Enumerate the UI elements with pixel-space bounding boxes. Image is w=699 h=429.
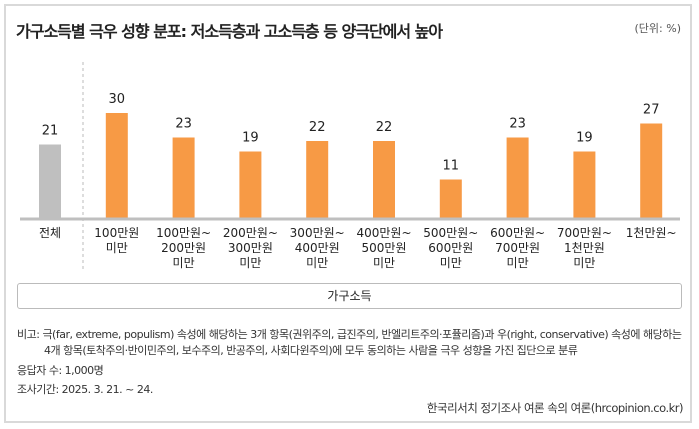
bar — [506, 137, 529, 218]
tick-label: 100만원 — [94, 226, 139, 240]
x-axis-label: 가구소득 — [17, 283, 682, 309]
chart-title: 가구소득별 극우 성향 분포: 저소득층과 고소득층 등 양극단에서 높아 — [16, 22, 443, 41]
survey-period: 조사기간: 2025. 3. 21. ~ 24. — [17, 383, 153, 396]
tick-label: 500만원~ — [423, 226, 478, 240]
bar — [306, 141, 329, 218]
bar-chart: 21전체30100만원미만23100만원~200만원미만19200만원~300만… — [20, 62, 680, 270]
remark-line-1: 비고: 극(far, extreme, populism) 속성에 해당하는 3… — [17, 328, 682, 341]
data-label: 22 — [309, 120, 326, 135]
tick-label: 미만 — [239, 256, 261, 270]
frame — [4, 4, 692, 423]
bar — [105, 113, 128, 218]
bar — [640, 123, 663, 218]
data-label: 11 — [443, 159, 460, 174]
tick-label: 700만원 — [495, 241, 540, 255]
tick-label: 미만 — [106, 241, 128, 255]
data-label: 23 — [509, 117, 526, 132]
unit-label: (단위: %) — [634, 22, 681, 35]
tick-label: 200만원 — [161, 241, 206, 255]
bar — [39, 144, 61, 218]
tick-label: 700만원~ — [557, 226, 612, 240]
tick-label: 미만 — [173, 256, 195, 270]
tick-label: 500만원 — [362, 241, 407, 255]
bar — [239, 151, 262, 218]
tick-label: 미만 — [507, 256, 529, 270]
tick-label: 미만 — [373, 256, 395, 270]
tick-label: 300만원 — [228, 241, 273, 255]
tick-label: 미만 — [306, 256, 328, 270]
tick-label: 200만원~ — [223, 226, 278, 240]
tick-label: 미만 — [573, 256, 595, 270]
bar — [373, 141, 395, 218]
tick-label: 1천만원 — [564, 240, 605, 255]
data-label: 19 — [242, 131, 259, 146]
data-label: 21 — [42, 124, 59, 139]
tick-label: 400만원~ — [356, 226, 411, 240]
bar — [439, 179, 462, 218]
bar — [573, 151, 596, 218]
tick-label: 1천만원~ — [626, 225, 677, 240]
tick-label: 100만원~ — [156, 226, 211, 240]
tick-label: 400만원 — [295, 241, 340, 255]
tick-label: 전체 — [39, 226, 61, 240]
tick-label: 600만원 — [428, 241, 473, 255]
tick-label: 300만원~ — [290, 226, 345, 240]
source: 한국리서치 정기조사 여론 속의 여론(hrcopinion.co.kr) — [426, 401, 684, 415]
respondents: 응답자 수: 1,000명 — [17, 364, 104, 377]
bar — [172, 137, 195, 218]
data-label: 23 — [175, 117, 192, 132]
tick-label: 미만 — [440, 256, 462, 270]
remark-line-2: 4개 항목(토착주의·반이민주의, 보수주의, 반공주의, 사회다윈주의)에 모… — [44, 344, 578, 357]
data-label: 19 — [576, 131, 593, 146]
data-label: 30 — [109, 92, 126, 107]
tick-label: 600만원~ — [490, 226, 545, 240]
data-label: 22 — [376, 120, 393, 135]
data-label: 27 — [643, 103, 660, 118]
